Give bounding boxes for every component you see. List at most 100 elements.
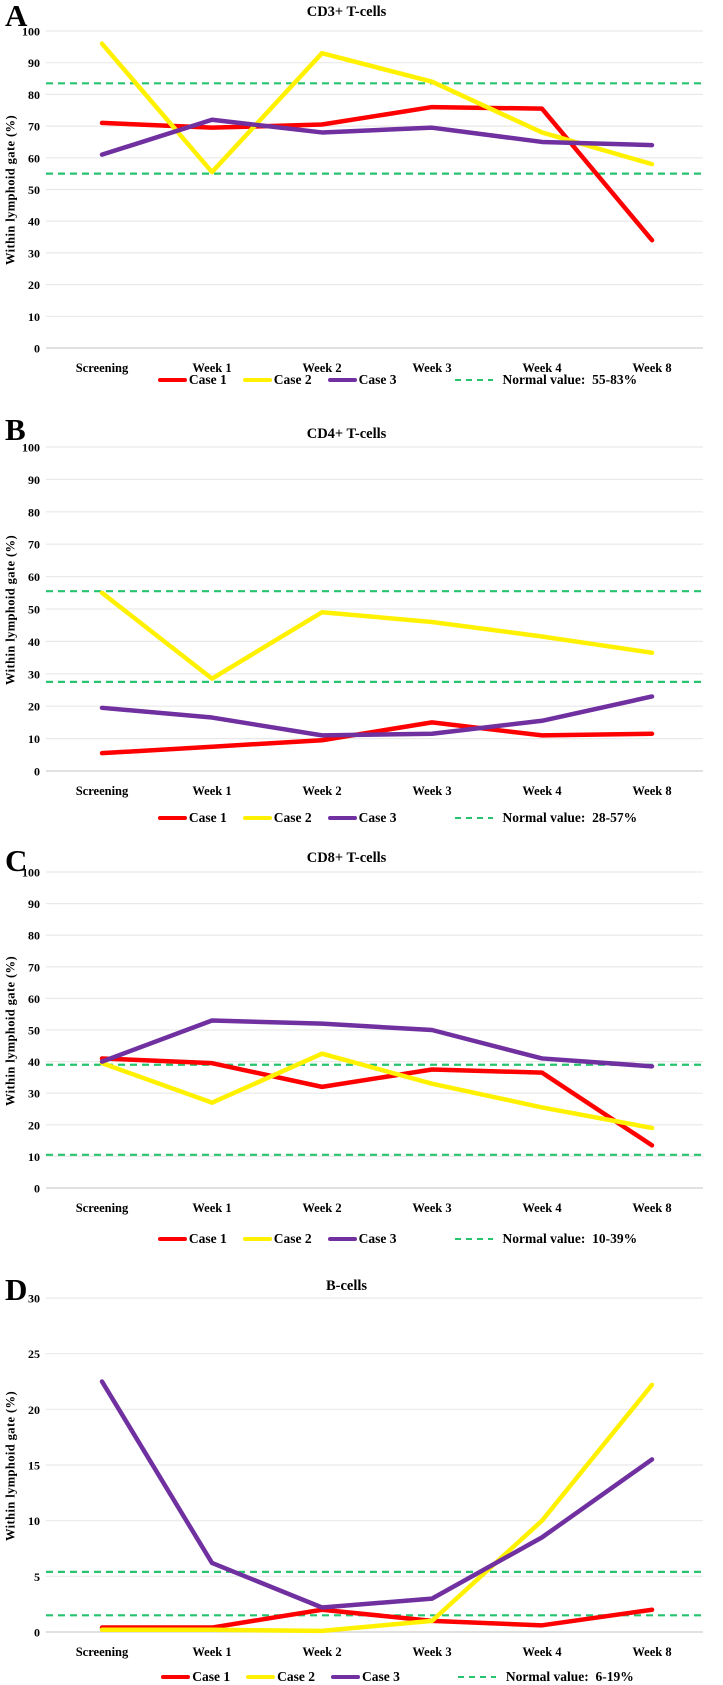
- x-category-label: Week 3: [412, 1201, 451, 1215]
- x-category-label: Week 8: [632, 784, 671, 798]
- chart-canvas: 0 10 20 30 40 50 60 70 80 90 100 Screening Week 1 Wee…: [22, 866, 703, 1215]
- legend-item-case-3: Case 3: [331, 1669, 400, 1685]
- y-tick-label: 90: [28, 56, 40, 70]
- x-category-label: Screening: [76, 1645, 129, 1659]
- legend-item-normal-range: Normal value: 28-57%: [454, 810, 638, 826]
- y-tick-label: 0: [34, 342, 40, 356]
- legend-item-case-2: Case 2: [242, 372, 312, 388]
- chart-legend: Case 1 Case 2 Case 3 Normal value: 6-19%: [0, 1669, 723, 1685]
- legend-line-swatch: [327, 1236, 357, 1242]
- panel-d-b-cells: D B-cells Within lymphoid gate (%) 0 5 10 1…: [0, 1272, 723, 1684]
- x-category-label: Week 8: [632, 361, 671, 375]
- panel-letter: A: [5, 0, 28, 33]
- x-category-label: Screening: [76, 784, 129, 798]
- x-category-label: Week 3: [412, 784, 451, 798]
- legend-normal-range-label: Normal value: 10-39%: [502, 1231, 638, 1246]
- legend-normal-range-label: Normal value: 6-19%: [505, 1669, 634, 1684]
- y-tick-label: 30: [28, 1087, 40, 1101]
- y-tick-label: 90: [28, 473, 40, 487]
- legend-line-swatch: [246, 1674, 276, 1680]
- panel-a-cd3-t-cells: A CD3+ T-cells Within lymphoid gate (%) …: [0, 0, 723, 400]
- y-tick-label: 30: [28, 667, 40, 681]
- legend-item-case-2: Case 2: [242, 810, 312, 826]
- chart-canvas: 0 10 20 30 40 50 60 70 80 90 100 Screening Week 1 Wee…: [22, 25, 703, 375]
- y-tick-label: 20: [28, 278, 40, 292]
- legend-line-swatch: [157, 377, 187, 383]
- x-category-label: Week 3: [412, 1645, 451, 1659]
- y-tick-label: 5: [34, 1570, 40, 1584]
- series-case-3-line: [99, 117, 655, 157]
- legend-dashed-swatch: [457, 1675, 496, 1679]
- legend-label: Case 3: [362, 1669, 400, 1684]
- y-tick-label: 40: [28, 1055, 40, 1069]
- y-tick-label: 100: [22, 441, 40, 455]
- y-tick-label: 30: [28, 246, 40, 260]
- legend-item-case-3: Case 3: [327, 372, 397, 388]
- chart-title: CD3+ T-cells: [306, 4, 387, 20]
- legend-line-swatch: [157, 815, 187, 821]
- legend-label: Case 2: [277, 1669, 315, 1684]
- x-category-label: Week 1: [192, 1201, 231, 1215]
- x-category-label: Week 3: [412, 361, 451, 375]
- x-category-label: Week 4: [522, 361, 562, 375]
- y-tick-label: 10: [28, 1150, 40, 1164]
- legend-item-case-1: Case 1: [157, 810, 227, 826]
- series-case-3-line: [99, 1018, 655, 1069]
- y-tick-label: 20: [28, 1118, 40, 1132]
- x-category-label: Week 2: [302, 784, 341, 798]
- y-tick-label: 50: [28, 183, 40, 197]
- legend-item-normal-range: Normal value: 10-39%: [454, 1231, 638, 1247]
- legend-line-swatch: [242, 377, 272, 383]
- x-category-label: Week 1: [192, 361, 231, 375]
- y-tick-label: 10: [28, 1514, 40, 1528]
- y-tick-label: 20: [28, 1403, 40, 1417]
- chart-canvas: 0 5 10 15 20 25 30 Screening Week 1 Week 2 Week 3 W…: [28, 1292, 703, 1659]
- legend-dashed-swatch: [454, 816, 493, 820]
- y-tick-label: 10: [28, 732, 40, 746]
- y-tick-label: 50: [28, 1024, 40, 1038]
- legend-dashed-swatch: [454, 378, 493, 382]
- y-tick-label: 80: [28, 929, 40, 943]
- y-tick-label: 70: [28, 120, 40, 134]
- legend-normal-range-label: Normal value: 28-57%: [502, 810, 638, 825]
- legend-item-case-1: Case 1: [157, 372, 227, 388]
- panel-letter: D: [5, 1272, 28, 1307]
- chart-title: CD8+ T-cells: [306, 850, 387, 866]
- legend-item-case-3: Case 3: [327, 810, 397, 826]
- y-tick-label: 80: [28, 505, 40, 519]
- x-category-label: Week 1: [192, 784, 231, 798]
- x-category-label: Week 4: [522, 1201, 562, 1215]
- series-case-2-line: [99, 590, 655, 681]
- legend-label: Case 1: [188, 810, 227, 825]
- legend-line-swatch: [242, 1236, 272, 1242]
- legend-item-case-1: Case 1: [161, 1669, 230, 1685]
- series-case-1-line: [99, 720, 655, 756]
- legend-label: Case 1: [188, 372, 227, 387]
- legend-normal-range-label: Normal value: 55-83%: [502, 372, 638, 387]
- legend-item-case-2: Case 2: [246, 1669, 315, 1685]
- y-tick-label: 25: [28, 1347, 40, 1361]
- series-case-2-line: [99, 1051, 655, 1131]
- x-category-label: Week 2: [302, 1201, 341, 1215]
- chart-legend: Case 1 Case 2 Case 3 Normal value: 28-57%: [0, 810, 723, 826]
- chart-title: B-cells: [325, 1278, 368, 1294]
- legend-label: Case 2: [273, 810, 312, 825]
- chart-legend: Case 1 Case 2 Case 3 Normal value: 10-39%: [0, 1231, 723, 1247]
- legend-line-swatch: [327, 815, 357, 821]
- legend-label: Case 2: [273, 372, 312, 387]
- series-case-3-line: [99, 1379, 655, 1610]
- x-category-label: Week 4: [522, 784, 562, 798]
- y-tick-label: 50: [28, 603, 40, 617]
- legend-item-case-2: Case 2: [242, 1231, 312, 1247]
- x-category-label: Screening: [76, 1201, 129, 1215]
- legend-label: Case 1: [192, 1669, 231, 1684]
- x-category-label: Week 8: [632, 1201, 671, 1215]
- x-category-label: Week 2: [302, 1645, 341, 1659]
- legend-label: Case 3: [358, 372, 397, 387]
- y-tick-label: 10: [28, 310, 40, 324]
- panel-letter: B: [5, 412, 26, 447]
- y-tick-label: 15: [28, 1459, 40, 1473]
- panel-letter: C: [5, 843, 28, 878]
- legend-label: Case 3: [358, 1231, 397, 1246]
